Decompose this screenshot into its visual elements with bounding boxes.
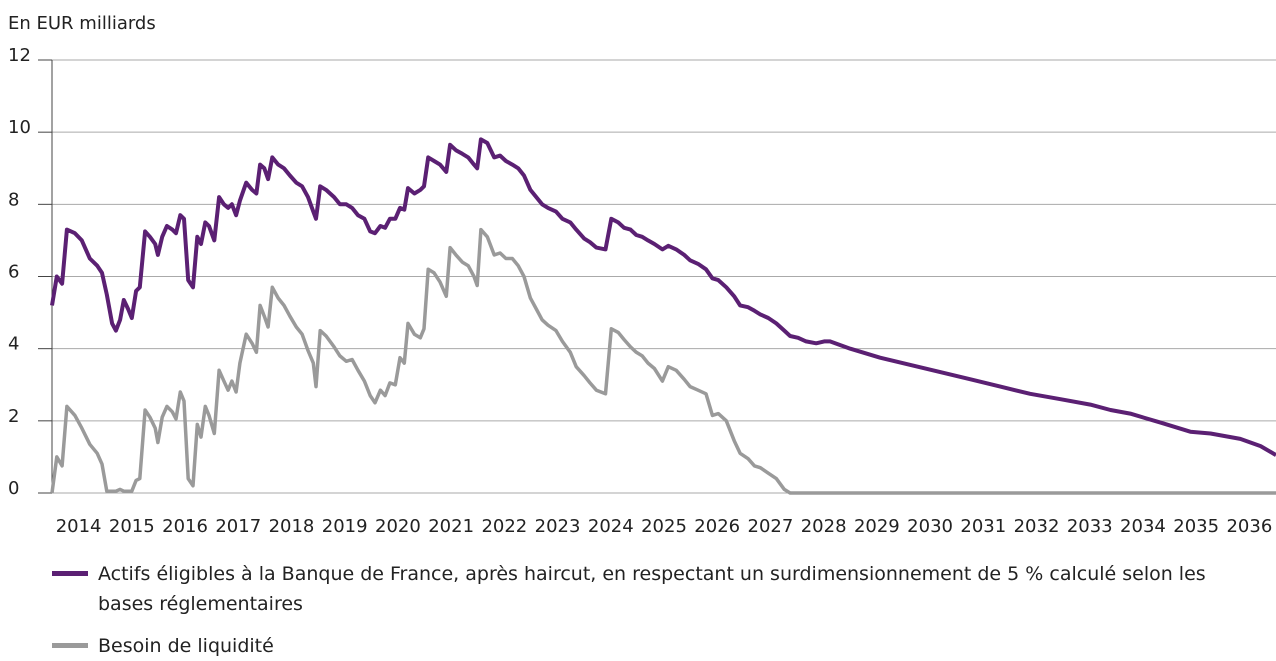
x-tick-label: 2026 bbox=[694, 516, 740, 537]
y-tick-label: 0 bbox=[8, 478, 19, 499]
x-tick-label: 2032 bbox=[1014, 516, 1060, 537]
x-tick-label: 2019 bbox=[322, 516, 368, 537]
x-tick-label: 2018 bbox=[269, 516, 315, 537]
legend-label: Actifs éligibles à la Banque de France, … bbox=[98, 563, 1206, 615]
x-tick-label: 2033 bbox=[1067, 516, 1113, 537]
x-tick-label: 2028 bbox=[801, 516, 847, 537]
y-tick-label: 8 bbox=[8, 189, 19, 210]
x-tick-label: 2035 bbox=[1173, 516, 1219, 537]
x-tick-label: 2021 bbox=[428, 516, 474, 537]
x-tick-label: 2024 bbox=[588, 516, 634, 537]
legend-label: Besoin de liquidité bbox=[98, 635, 274, 657]
chart: En EUR milliards 0 2 4 6 8 10 12 2014 2015 2016 20… bbox=[8, 13, 1276, 537]
y-axis-label: En EUR milliards bbox=[8, 13, 156, 34]
x-tick-label: 2015 bbox=[109, 516, 155, 537]
x-tick-label: 2023 bbox=[535, 516, 581, 537]
x-tick-label: 2016 bbox=[162, 516, 208, 537]
x-tick-label: 2014 bbox=[56, 516, 102, 537]
y-tick-label: 10 bbox=[8, 117, 31, 138]
y-tick-label: 4 bbox=[8, 334, 19, 355]
x-tick-label: 2031 bbox=[960, 516, 1006, 537]
legend-swatch bbox=[52, 643, 88, 648]
x-tick-label: 2034 bbox=[1120, 516, 1166, 537]
series-line bbox=[50, 137, 1276, 457]
y-tick-label: 12 bbox=[8, 45, 31, 66]
series-line bbox=[50, 227, 1276, 495]
x-tick-label: 2025 bbox=[641, 516, 687, 537]
legend-swatch bbox=[52, 571, 88, 576]
x-tick-label: 2022 bbox=[481, 516, 527, 537]
x-tick-label: 2020 bbox=[375, 516, 421, 537]
x-tick-label: 2027 bbox=[748, 516, 794, 537]
y-tick-label: 2 bbox=[8, 406, 19, 427]
y-tick-label: 6 bbox=[8, 262, 19, 283]
x-tick-label: 2036 bbox=[1226, 516, 1272, 537]
x-tick-label: 2029 bbox=[854, 516, 900, 537]
x-tick-label: 2017 bbox=[215, 516, 261, 537]
x-tick-label: 2030 bbox=[907, 516, 953, 537]
